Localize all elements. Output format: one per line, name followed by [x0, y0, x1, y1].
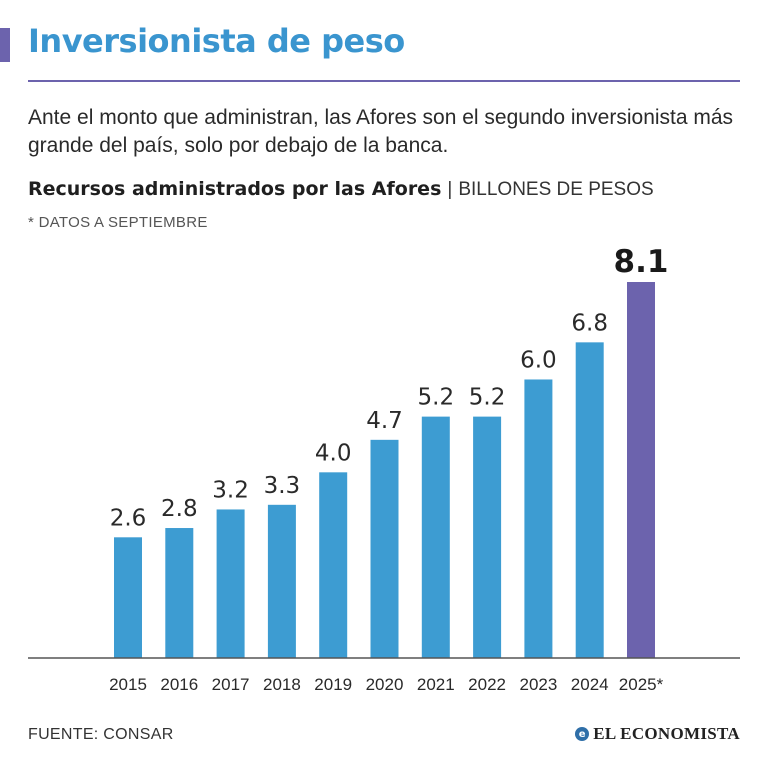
- source-note: FUENTE: CONSAR: [28, 726, 174, 743]
- chart-title: Recursos administrados por las Afores: [28, 178, 442, 200]
- brand-name: EL ECONOMISTA: [593, 724, 740, 743]
- intro-text: Ante el monto que administran, las Afore…: [28, 106, 734, 157]
- bar-2021: [421, 416, 450, 658]
- value-label-2025: 8.1: [614, 244, 669, 280]
- page-title: Inversionista de peso: [28, 22, 405, 60]
- bar-2020: [370, 439, 399, 658]
- x-tick-label-2020: 2020: [366, 675, 404, 694]
- chart-title-separator: |: [447, 179, 453, 200]
- value-label-2016: 2.8: [161, 496, 198, 522]
- value-label-2023: 6.0: [520, 347, 557, 373]
- value-label-2024: 6.8: [571, 310, 608, 336]
- value-label-2020: 4.7: [366, 408, 403, 434]
- x-tick-label-2022: 2022: [468, 675, 506, 694]
- value-label-2017: 3.2: [212, 477, 249, 503]
- bar-2022: [473, 416, 502, 658]
- chart-heading: Recursos administrados por las Afores | BI…: [28, 178, 654, 201]
- brand-mark-icon: e: [575, 727, 590, 741]
- x-tick-label-2025: 2025*: [619, 675, 664, 694]
- x-tick-label-2018: 2018: [263, 675, 301, 694]
- x-tick-label-2017: 2017: [212, 675, 250, 694]
- x-tick-label-2019: 2019: [314, 675, 352, 694]
- x-tick-label-2024: 2024: [571, 675, 609, 694]
- value-label-2015: 2.6: [110, 505, 147, 531]
- chart-unit: BILLONES DE PESOS: [458, 179, 654, 200]
- x-tick-label-2021: 2021: [417, 675, 455, 694]
- chart-note: * DATOS A SEPTIEMBRE: [28, 214, 208, 231]
- bar-2017: [216, 509, 245, 658]
- bar-2025: [627, 282, 655, 658]
- brand-logo: e EL ECONOMISTA: [575, 724, 740, 744]
- x-tick-label-2023: 2023: [519, 675, 557, 694]
- x-tick-label-2016: 2016: [160, 675, 198, 694]
- bar-2016: [165, 528, 194, 658]
- bar-2023: [524, 379, 553, 658]
- bar-2015: [114, 537, 142, 658]
- bar-2019: [319, 472, 348, 658]
- bar-2024: [575, 342, 604, 658]
- value-label-2022: 5.2: [469, 385, 506, 411]
- title-accent-bar: [0, 28, 10, 62]
- value-label-2018: 3.3: [264, 473, 301, 499]
- value-label-2021: 5.2: [418, 385, 455, 411]
- bar-2018: [267, 504, 296, 658]
- x-tick-label-2015: 2015: [109, 675, 147, 694]
- title-divider: [28, 80, 740, 82]
- value-label-2019: 4.0: [315, 440, 352, 466]
